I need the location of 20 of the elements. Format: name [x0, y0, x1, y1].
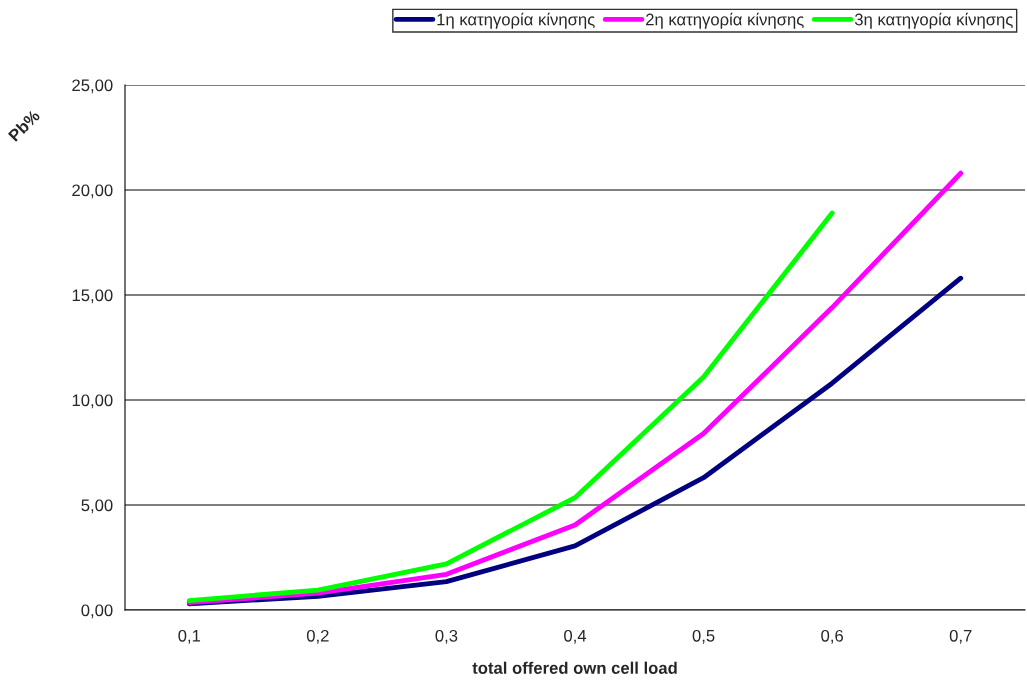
line-series — [186, 210, 835, 603]
x-tick-label: 0,7 — [949, 629, 972, 644]
x-tick-label: 0,5 — [692, 629, 715, 644]
x-tick-label: 0,1 — [178, 629, 201, 644]
line-series — [186, 275, 964, 607]
x-tick-label: 0,2 — [306, 629, 329, 644]
legend-label: 2η κατηγορία κίνησης — [646, 12, 804, 29]
y-tick-label: 5,00 — [81, 499, 113, 514]
line-series — [186, 170, 964, 606]
y-tick-label: 20,00 — [72, 184, 113, 199]
legend-label: 3η κατηγορία κίνησης — [854, 12, 1013, 29]
y-tick-label: 0,00 — [81, 604, 113, 619]
legend-label: 1η κατηγορία κίνησης — [437, 12, 595, 29]
x-tick-label: 0,3 — [435, 629, 458, 644]
x-tick-label: 0,6 — [821, 629, 843, 644]
x-tick-label: 0,4 — [564, 629, 587, 644]
x-axis-title: total offered own cell load — [472, 661, 677, 674]
y-tick-label: 25,00 — [72, 79, 113, 94]
y-tick-label: 15,00 — [72, 289, 113, 304]
y-tick-label: 10,00 — [72, 394, 113, 409]
